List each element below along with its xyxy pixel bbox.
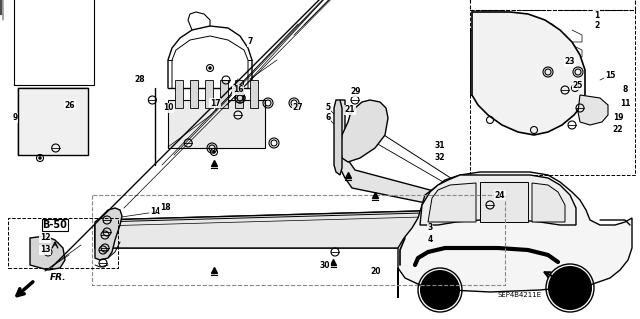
Text: 21: 21 [345, 106, 355, 115]
Text: 28: 28 [134, 76, 145, 85]
Text: 9: 9 [12, 114, 18, 122]
Bar [18, 88, 88, 155]
Text: 20: 20 [371, 268, 381, 277]
Text: 3: 3 [428, 224, 433, 233]
Polygon shape [340, 100, 490, 218]
Text: 31: 31 [435, 140, 445, 150]
Polygon shape [472, 12, 585, 135]
Bar [14, 0, 94, 85]
Text: 12: 12 [40, 234, 51, 242]
Circle shape [38, 156, 42, 160]
Text: 23: 23 [564, 57, 575, 66]
Polygon shape [30, 236, 65, 270]
Bar [8, 218, 118, 268]
Circle shape [420, 270, 460, 310]
Text: 11: 11 [620, 99, 630, 108]
Polygon shape [420, 175, 576, 225]
Text: 6: 6 [325, 114, 331, 122]
Polygon shape [578, 95, 608, 125]
Polygon shape [398, 172, 632, 298]
Circle shape [548, 266, 592, 310]
Text: 13: 13 [40, 246, 51, 255]
Bar [470, 0, 635, 10]
Text: 18: 18 [160, 204, 170, 212]
Text: 26: 26 [65, 100, 76, 109]
Text: 25: 25 [573, 80, 583, 90]
Text: FR.: FR. [50, 273, 67, 283]
Text: 8: 8 [622, 85, 628, 94]
Text: 29: 29 [351, 87, 361, 97]
Polygon shape [95, 208, 490, 248]
Polygon shape [428, 183, 476, 222]
Text: 16: 16 [233, 85, 243, 94]
Polygon shape [532, 183, 565, 222]
Text: B-50: B-50 [43, 220, 67, 230]
Circle shape [212, 150, 216, 154]
Text: 30: 30 [320, 261, 330, 270]
Bar [190, 80, 198, 108]
Bar [175, 80, 183, 108]
Bar [220, 80, 228, 108]
Bar [205, 80, 213, 108]
Text: 24: 24 [495, 190, 505, 199]
Polygon shape [340, 100, 388, 162]
Polygon shape [95, 208, 122, 260]
Text: 5: 5 [325, 103, 331, 113]
Text: 19: 19 [612, 114, 623, 122]
Polygon shape [334, 100, 342, 175]
Bar [250, 80, 258, 108]
Text: 7: 7 [247, 38, 253, 47]
Text: 15: 15 [605, 70, 615, 79]
Text: 14: 14 [150, 207, 160, 217]
Text: 17: 17 [210, 99, 220, 108]
Circle shape [208, 66, 212, 70]
Bar [168, 100, 265, 148]
Bar [235, 80, 243, 108]
Text: SEP4B4211E: SEP4B4211E [498, 292, 542, 298]
Text: 10: 10 [163, 103, 173, 113]
Text: 22: 22 [612, 125, 623, 135]
Text: 1: 1 [595, 11, 600, 19]
Text: 27: 27 [292, 103, 303, 113]
Text: 2: 2 [595, 20, 600, 29]
Text: 4: 4 [428, 235, 433, 244]
Text: 32: 32 [435, 152, 445, 161]
Polygon shape [480, 182, 528, 222]
